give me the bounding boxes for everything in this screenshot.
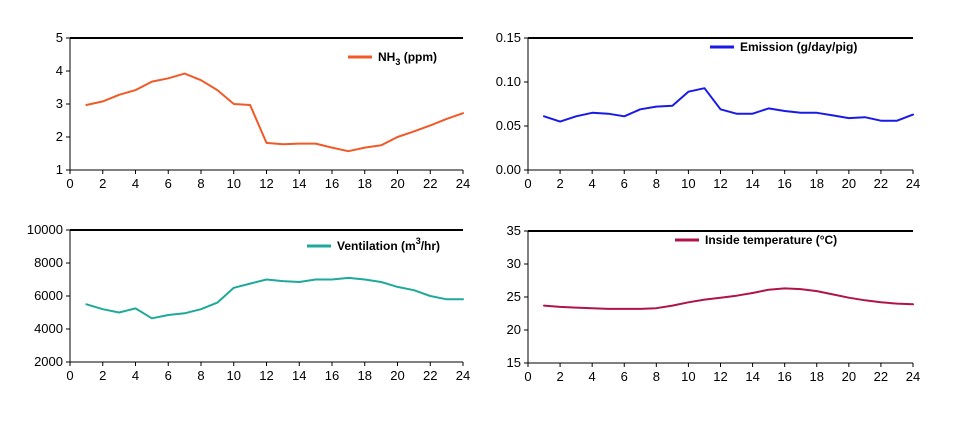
x-tick-label: 22 xyxy=(423,176,437,191)
x-tick-label: 0 xyxy=(66,368,73,383)
x-tick-label: 10 xyxy=(681,176,695,191)
y-tick-label: 35 xyxy=(507,223,521,238)
x-tick-label: 16 xyxy=(325,176,339,191)
x-tick-label: 16 xyxy=(325,368,339,383)
x-tick-label: 8 xyxy=(653,369,660,384)
legend-label: Emission (g/day/pig) xyxy=(740,40,857,54)
x-tick-label: 12 xyxy=(259,176,273,191)
x-tick-label: 18 xyxy=(358,368,372,383)
x-tick-label: 12 xyxy=(713,369,727,384)
y-tick-label: 1 xyxy=(56,162,63,177)
x-tick-label: 0 xyxy=(524,176,531,191)
y-tick-label: 0.10 xyxy=(496,74,521,89)
y-tick-label: 30 xyxy=(507,256,521,271)
x-tick-label: 20 xyxy=(842,176,856,191)
y-tick-label: 5 xyxy=(56,30,63,45)
x-tick-label: 24 xyxy=(456,176,470,191)
x-tick-label: 20 xyxy=(390,176,404,191)
y-tick-label: 2000 xyxy=(34,354,63,369)
x-tick-label: 2 xyxy=(99,368,106,383)
x-tick-label: 20 xyxy=(842,369,856,384)
x-tick-label: 18 xyxy=(810,369,824,384)
series-line-1 xyxy=(85,72,464,153)
y-tick-label: 0.15 xyxy=(496,30,521,45)
y-tick-label: 4 xyxy=(56,63,63,78)
x-tick-label: 10 xyxy=(227,176,241,191)
x-tick-label: 22 xyxy=(874,369,888,384)
x-tick-label: 2 xyxy=(99,176,106,191)
x-tick-label: 8 xyxy=(197,176,204,191)
x-tick-label: 10 xyxy=(681,369,695,384)
legend-label: Ventilation (m3/hr) xyxy=(337,236,440,253)
y-tick-label: 8000 xyxy=(34,255,63,270)
x-tick-label: 22 xyxy=(423,368,437,383)
chart-2: 0.000.050.100.150 2 4 6 8 10 12 14 16 18 20 22 24Emi… xyxy=(496,30,921,191)
series-line-1 xyxy=(543,87,914,123)
y-tick-label: 4000 xyxy=(34,321,63,336)
x-tick-label: 12 xyxy=(259,368,273,383)
x-tick-label: 22 xyxy=(874,176,888,191)
x-tick-label: 4 xyxy=(132,176,139,191)
y-tick-label: 15 xyxy=(507,355,521,370)
x-tick-label: 14 xyxy=(292,368,306,383)
x-tick-label: 6 xyxy=(621,176,628,191)
x-tick-label: 2 xyxy=(556,369,563,384)
x-tick-label: 14 xyxy=(745,369,759,384)
x-tick-label: 6 xyxy=(165,368,172,383)
x-tick-label: 6 xyxy=(621,369,628,384)
y-tick-label: 0.05 xyxy=(496,118,521,133)
x-tick-label: 16 xyxy=(777,176,791,191)
legend-label: NH3 (ppm) xyxy=(378,50,437,67)
x-tick-label: 4 xyxy=(132,368,139,383)
x-tick-label: 16 xyxy=(777,369,791,384)
series-line-1 xyxy=(85,276,464,320)
y-tick-label: 0.00 xyxy=(496,162,521,177)
y-tick-label: 3 xyxy=(56,96,63,111)
x-tick-label: 14 xyxy=(292,176,306,191)
x-tick-label: 4 xyxy=(589,176,596,191)
x-tick-label: 24 xyxy=(456,368,470,383)
x-tick-label: 0 xyxy=(524,369,531,384)
y-tick-label: 10000 xyxy=(27,222,63,237)
y-tick-label: 20 xyxy=(507,322,521,337)
x-tick-label: 18 xyxy=(358,176,372,191)
x-tick-label: 20 xyxy=(390,368,404,383)
y-tick-label: 6000 xyxy=(34,288,63,303)
x-tick-label: 24 xyxy=(906,369,920,384)
x-tick-label: 6 xyxy=(165,176,172,191)
x-tick-label: 18 xyxy=(810,176,824,191)
x-tick-label: 14 xyxy=(745,176,759,191)
y-tick-label: 2 xyxy=(56,129,63,144)
legend-label: Inside temperature (°C) xyxy=(705,233,837,247)
y-tick-label: 25 xyxy=(507,289,521,304)
x-tick-label: 10 xyxy=(227,368,241,383)
x-tick-label: 12 xyxy=(713,176,727,191)
series-line-1 xyxy=(543,287,914,310)
x-tick-label: 0 xyxy=(66,176,73,191)
x-tick-label: 24 xyxy=(906,176,920,191)
x-tick-label: 8 xyxy=(653,176,660,191)
x-tick-label: 2 xyxy=(556,176,563,191)
x-tick-label: 4 xyxy=(589,369,596,384)
x-tick-label: 8 xyxy=(197,368,204,383)
